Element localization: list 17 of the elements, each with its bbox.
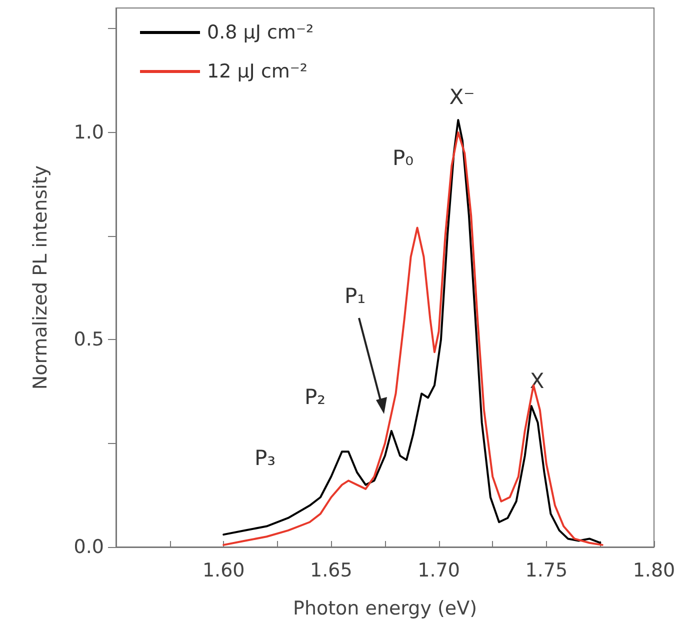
legend-label: 0.8 μJ cm⁻² <box>207 22 314 44</box>
y-tick-label: 0.0 <box>74 536 104 558</box>
y-axis-title: Normalized PL intensity <box>30 165 52 390</box>
annotation: X⁻ <box>449 85 475 109</box>
x-tick-label: 1.80 <box>632 560 676 582</box>
y-tick-label: 0.5 <box>74 328 104 351</box>
x-tick-label: 1.60 <box>202 560 245 582</box>
annotation: P₃ <box>254 446 276 470</box>
x-axis-title: Photon energy (eV) <box>292 598 478 620</box>
annotation: P₀ <box>392 146 414 170</box>
legend-label: 12 μJ cm⁻² <box>207 60 308 82</box>
x-tick-label: 1.75 <box>525 560 568 582</box>
annotation: P₁ <box>344 284 366 308</box>
annotation: P₂ <box>304 385 326 409</box>
x-tick-label: 1.65 <box>310 560 352 582</box>
y-tick-label: 1.0 <box>74 121 104 144</box>
x-tick-label: 1.70 <box>418 560 460 582</box>
